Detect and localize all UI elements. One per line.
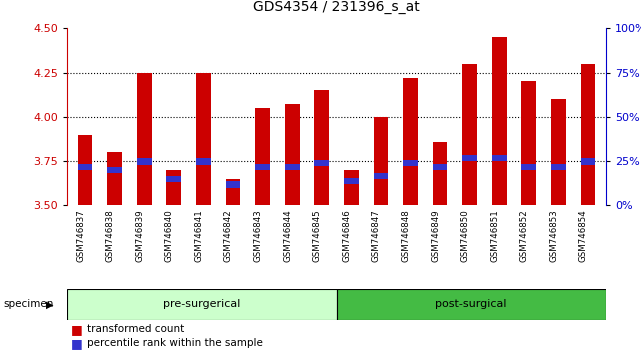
Bar <box>374 173 388 179</box>
Text: post-surgical: post-surgical <box>435 299 507 309</box>
Bar <box>403 160 418 166</box>
Text: GDS4354 / 231396_s_at: GDS4354 / 231396_s_at <box>253 0 420 14</box>
Bar <box>107 167 122 173</box>
Text: GSM746851: GSM746851 <box>490 210 499 262</box>
Text: GSM746849: GSM746849 <box>431 210 440 262</box>
Text: ■: ■ <box>71 323 82 336</box>
Bar <box>374 117 388 205</box>
Bar <box>551 164 566 170</box>
Bar <box>433 142 447 205</box>
Bar <box>226 181 240 188</box>
Bar <box>196 158 211 165</box>
Bar <box>107 152 122 205</box>
Text: ■: ■ <box>71 337 82 350</box>
Text: GSM746837: GSM746837 <box>76 210 85 262</box>
Bar <box>67 289 337 320</box>
Bar <box>137 158 152 165</box>
Bar <box>78 164 92 170</box>
Text: GSM746844: GSM746844 <box>283 210 292 262</box>
Text: GSM746843: GSM746843 <box>254 210 263 262</box>
Text: GSM746853: GSM746853 <box>549 210 558 262</box>
Text: specimen: specimen <box>3 299 54 309</box>
Bar <box>403 78 418 205</box>
Text: GSM746847: GSM746847 <box>372 210 381 262</box>
Bar <box>492 155 506 161</box>
Text: GSM746852: GSM746852 <box>520 210 529 262</box>
Bar <box>285 164 299 170</box>
Text: GSM746845: GSM746845 <box>313 210 322 262</box>
Bar <box>226 179 240 205</box>
Text: GSM746842: GSM746842 <box>224 210 233 262</box>
Bar <box>314 160 329 166</box>
Bar <box>255 108 270 205</box>
Bar <box>521 81 537 205</box>
Bar <box>255 164 270 170</box>
Bar <box>337 289 606 320</box>
Text: transformed count: transformed count <box>87 324 184 334</box>
Text: GSM746850: GSM746850 <box>461 210 470 262</box>
Bar <box>285 104 299 205</box>
Text: percentile rank within the sample: percentile rank within the sample <box>87 338 262 348</box>
Bar <box>314 90 329 205</box>
Bar <box>167 176 181 182</box>
Bar <box>462 64 477 205</box>
Bar <box>167 170 181 205</box>
Bar <box>581 158 595 165</box>
Bar <box>78 135 92 205</box>
Text: GSM746841: GSM746841 <box>194 210 203 262</box>
Bar <box>196 73 211 205</box>
Bar <box>433 164 447 170</box>
Text: GSM746838: GSM746838 <box>106 210 115 262</box>
Bar <box>581 64 595 205</box>
Text: ▶: ▶ <box>46 299 54 309</box>
Text: GSM746848: GSM746848 <box>401 210 410 262</box>
Text: GSM746846: GSM746846 <box>342 210 351 262</box>
Text: pre-surgerical: pre-surgerical <box>163 299 240 309</box>
Bar <box>462 155 477 161</box>
Bar <box>521 164 537 170</box>
Bar <box>344 178 359 184</box>
Bar <box>492 37 506 205</box>
Bar <box>551 99 566 205</box>
Text: GSM746839: GSM746839 <box>135 210 144 262</box>
Bar <box>137 73 152 205</box>
Text: GSM746840: GSM746840 <box>165 210 174 262</box>
Text: GSM746854: GSM746854 <box>579 210 588 262</box>
Bar <box>344 170 359 205</box>
